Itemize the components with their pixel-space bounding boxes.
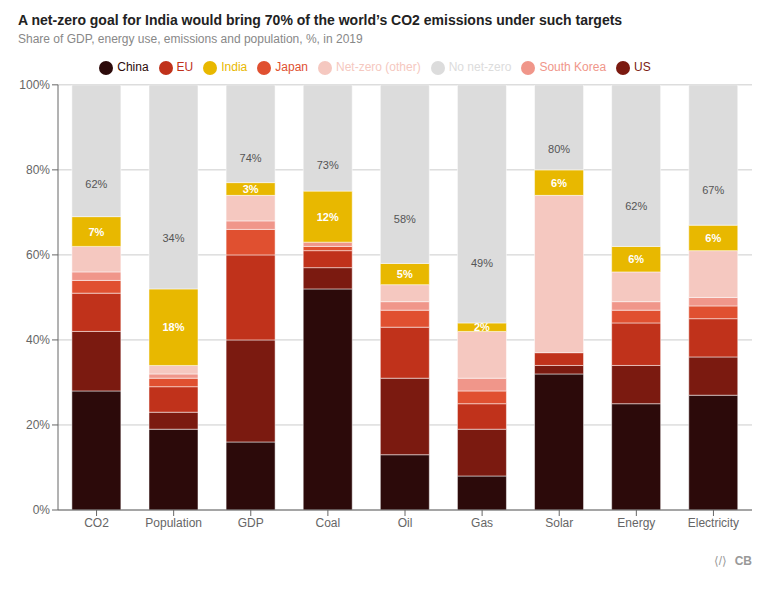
html-text:China: China [117,60,149,74]
svg-text:62%: 62% [85,178,107,190]
svg-text:40%: 40% [26,333,50,347]
svg-text:49%: 49% [471,257,493,269]
svg-text:6%: 6% [628,253,644,265]
svg-text:67%: 67% [702,184,724,196]
svg-text:100%: 100% [19,78,50,92]
svg-text:34%: 34% [162,232,184,244]
svg-text:0%: 0% [33,503,51,517]
svg-text:58%: 58% [394,213,416,225]
svg-text:18%: 18% [162,321,184,333]
svg-text:73%: 73% [317,159,339,171]
svg-text:Solar: Solar [545,516,573,530]
html-text:Japan: Japan [275,60,308,74]
html-text:CB: CB [734,554,752,568]
svg-text:7%: 7% [88,226,104,238]
svg-text:20%: 20% [26,418,50,432]
svg-text:Gas: Gas [471,516,493,530]
svg-text:60%: 60% [26,248,50,262]
svg-text:2%: 2% [474,321,490,333]
svg-text:Population: Population [145,516,202,530]
html-text:South Korea: South Korea [539,60,607,74]
svg-text:Oil: Oil [398,516,413,530]
html-text:No net-zero: No net-zero [448,60,512,74]
html-text:A net-zero goal for India woul: A net-zero goal for India would bring 70… [18,12,623,28]
html-text:India: India [221,60,248,74]
svg-text:GDP: GDP [238,516,264,530]
html-text:Net-zero (other): Net-zero (other) [336,60,421,74]
svg-text:Coal: Coal [316,516,341,530]
svg-text:62%: 62% [625,200,647,212]
svg-text:5%: 5% [397,268,413,280]
svg-text:Energy: Energy [617,516,655,530]
svg-text:Electricity: Electricity [688,516,739,530]
svg-text:3%: 3% [243,183,259,195]
html-text:US: US [634,60,651,74]
svg-text:74%: 74% [240,152,262,164]
svg-text:6%: 6% [551,177,567,189]
html-text:Share of GDP, energy use, emis: Share of GDP, energy use, emissions and … [18,32,363,46]
svg-text:6%: 6% [705,232,721,244]
svg-text:12%: 12% [317,211,339,223]
svg-text:80%: 80% [26,163,50,177]
html-text:EU: EU [176,60,194,74]
svg-text:80%: 80% [548,143,570,155]
svg-text:CO2: CO2 [84,516,109,530]
